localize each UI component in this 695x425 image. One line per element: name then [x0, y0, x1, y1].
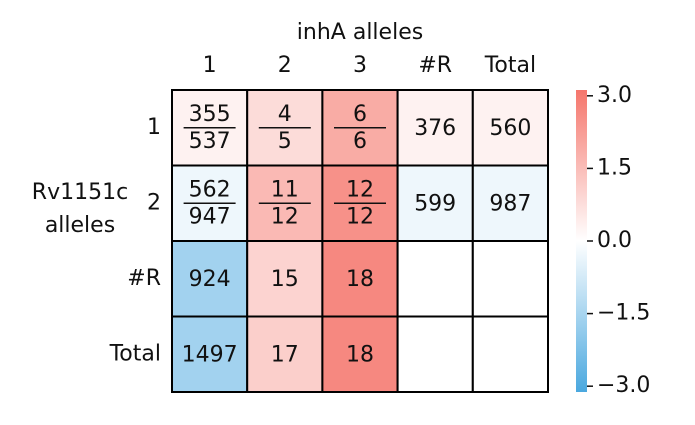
cell-denominator: 537 — [189, 129, 231, 154]
cell-denominator: 947 — [189, 204, 231, 229]
row-label: #R — [127, 266, 161, 291]
cell-denominator: 12 — [271, 204, 299, 229]
cell-label: 376 — [414, 116, 456, 141]
cell-label: 599 — [414, 191, 456, 216]
cell-numerator: 12 — [346, 177, 374, 202]
column-label: 2 — [278, 53, 292, 78]
colorbar-tick-label: 3.0 — [597, 83, 632, 108]
cell — [246, 240, 324, 318]
x-title: inhA alleles — [297, 20, 423, 45]
row-label: 2 — [147, 190, 161, 215]
cell-numerator: 562 — [189, 177, 231, 202]
colorbar-tick-label: −1.5 — [597, 301, 650, 326]
row-label: Total — [109, 341, 161, 366]
empty-cell — [396, 315, 474, 393]
colorbar-tick-label: 0.0 — [597, 228, 632, 253]
cell-denominator: 5 — [278, 129, 292, 154]
cell-denominator: 6 — [353, 129, 367, 154]
cell — [171, 315, 249, 393]
colorbar-tick-label: −3.0 — [597, 373, 650, 398]
column-label: #R — [418, 53, 452, 78]
empty-cell — [471, 315, 549, 393]
cell-label: 18 — [346, 267, 374, 292]
cell-label: 924 — [189, 267, 231, 292]
cell-numerator: 355 — [189, 102, 231, 127]
cell-numerator: 6 — [353, 102, 367, 127]
y-title: Rv1151c — [32, 180, 128, 205]
cell-label: 560 — [489, 116, 531, 141]
empty-cell — [396, 240, 474, 318]
cell-denominator: 12 — [346, 204, 374, 229]
cell-numerator: 4 — [278, 102, 292, 127]
column-label: Total — [484, 53, 536, 78]
cell-label: 18 — [346, 342, 374, 367]
cell-label: 17 — [271, 342, 299, 367]
cell-label: 15 — [271, 267, 299, 292]
cell-label: 987 — [489, 191, 531, 216]
cell — [321, 240, 399, 318]
colorbar-tick-label: 1.5 — [597, 155, 632, 180]
cell-label: 1497 — [182, 342, 238, 367]
cell — [471, 164, 549, 242]
column-label: 1 — [203, 53, 217, 78]
y-title: alleles — [45, 213, 115, 238]
cell-numerator: 11 — [271, 177, 299, 202]
colorbar — [576, 90, 587, 392]
empty-cell — [471, 240, 549, 318]
column-label: 3 — [353, 53, 367, 78]
row-label: 1 — [147, 115, 161, 140]
